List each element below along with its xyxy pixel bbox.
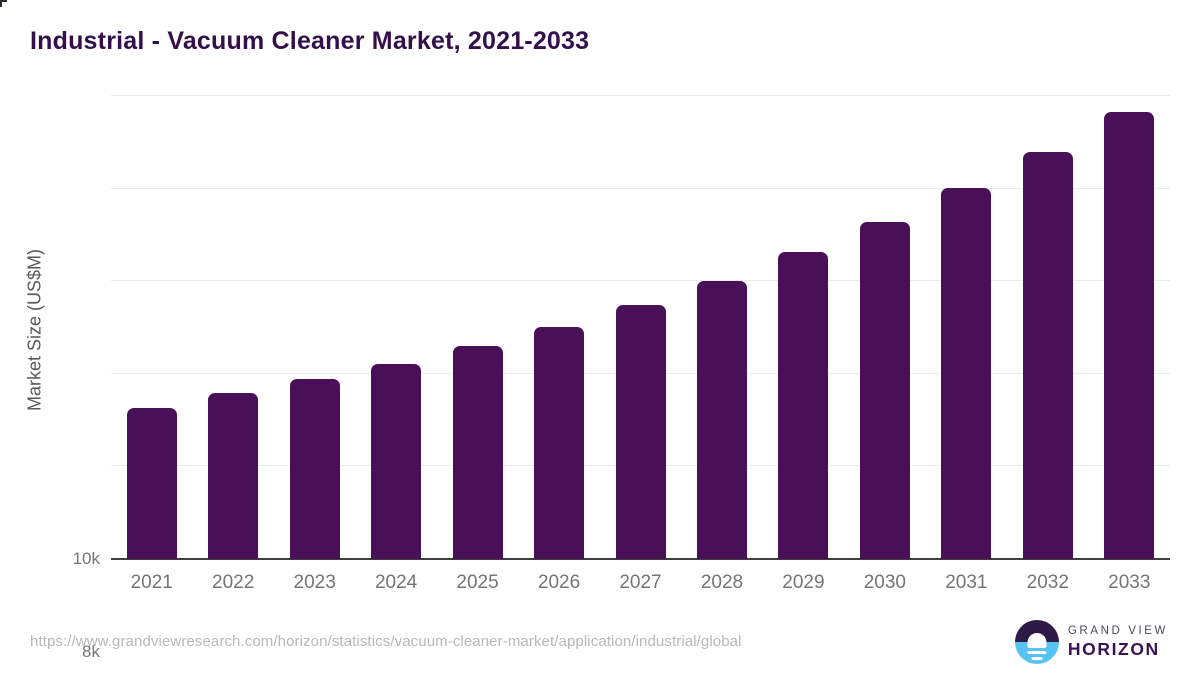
bar-2028[interactable] xyxy=(696,280,747,559)
x-tick-label-2026: 2026 xyxy=(537,572,581,593)
logo-brand-bottom: HORIZON xyxy=(1067,638,1160,659)
grandview-horizon-logo: GRAND VIEW HORIZON xyxy=(1014,620,1168,664)
footer: https://www.grandviewresearch.com/horizo… xyxy=(0,612,1200,675)
bar-2027[interactable] xyxy=(615,304,666,559)
gridline-8k xyxy=(111,187,1170,189)
gridline-10k xyxy=(111,95,1170,96)
x-tick-label-2021: 2021 xyxy=(130,572,173,593)
sun-reflection-line-2 xyxy=(1031,656,1043,660)
crop-corner-mark xyxy=(0,0,7,7)
sun-reflection-line-1 xyxy=(1027,650,1047,654)
bar-2025[interactable] xyxy=(452,346,503,559)
horizon-sun-icon xyxy=(1014,620,1059,664)
x-tick-label-2027: 2027 xyxy=(619,572,662,593)
x-tick-label-2023: 2023 xyxy=(293,572,336,593)
y-axis-title: Market Size (US$M) xyxy=(24,248,45,412)
x-tick-label-2031: 2031 xyxy=(945,572,988,593)
bar-2029[interactable] xyxy=(778,252,829,559)
sun-shape xyxy=(1027,633,1047,648)
gridline-6k xyxy=(111,280,1170,282)
y-tick-label-10k: 10k xyxy=(72,549,100,568)
bar-2021[interactable] xyxy=(126,407,177,559)
x-axis-line xyxy=(111,558,1170,560)
chart-title: Industrial - Vacuum Cleaner Market, 2021… xyxy=(30,27,590,55)
bar-2024[interactable] xyxy=(371,363,422,559)
x-tick-label-2030: 2030 xyxy=(863,572,907,593)
x-tick-label-2032: 2032 xyxy=(1026,572,1069,593)
logo-brand-top: GRAND VIEW xyxy=(1067,624,1168,637)
logo-text: GRAND VIEW HORIZON xyxy=(1068,625,1168,660)
bar-2022[interactable] xyxy=(208,393,259,559)
bar-2023[interactable] xyxy=(289,378,340,559)
bar-2026[interactable] xyxy=(534,327,585,559)
y-tick-label-8k: 8k xyxy=(82,641,100,661)
plot-area: 02k4k6k8k10k2021202220232024202520262027… xyxy=(73,95,1170,661)
bar-2031[interactable] xyxy=(941,188,992,559)
x-tick-label-2028: 2028 xyxy=(700,572,744,593)
source-url: https://www.grandviewresearch.com/horizo… xyxy=(30,633,742,650)
bar-2030[interactable] xyxy=(859,221,910,559)
x-tick-label-2033: 2033 xyxy=(1108,572,1151,593)
x-tick-label-2025: 2025 xyxy=(456,572,499,593)
bar-2033[interactable] xyxy=(1104,111,1155,559)
x-tick-label-2024: 2024 xyxy=(374,572,418,593)
x-tick-label-2022: 2022 xyxy=(212,572,255,593)
x-tick-label-2029: 2029 xyxy=(782,572,825,593)
bar-2032[interactable] xyxy=(1022,151,1073,559)
